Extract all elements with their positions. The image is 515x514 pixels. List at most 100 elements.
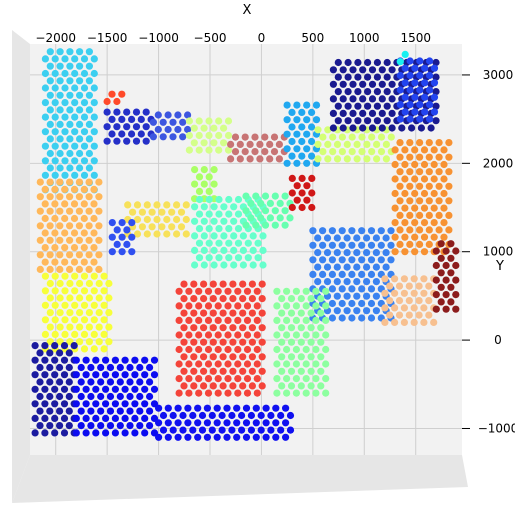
- data-point: [298, 174, 306, 182]
- data-point: [224, 287, 232, 295]
- data-point: [224, 360, 232, 368]
- data-point: [46, 279, 54, 288]
- data-point: [440, 146, 448, 154]
- data-point: [378, 80, 386, 88]
- data-point: [348, 227, 356, 235]
- data-point: [323, 249, 332, 257]
- data-point: [180, 338, 188, 346]
- data-point: [90, 157, 98, 165]
- data-point: [302, 360, 310, 368]
- data-point: [190, 324, 198, 332]
- data-point: [155, 404, 163, 412]
- data-point: [85, 120, 93, 128]
- data-point: [231, 133, 240, 141]
- data-point: [87, 363, 95, 372]
- data-point: [95, 222, 103, 230]
- data-point: [200, 246, 208, 254]
- data-point: [190, 309, 198, 317]
- data-point: [273, 389, 281, 397]
- data-point: [31, 371, 39, 379]
- data-point: [319, 148, 327, 156]
- data-point: [46, 392, 54, 401]
- data-point: [66, 62, 74, 70]
- data-point: [426, 115, 434, 123]
- data-point: [435, 139, 443, 147]
- data-point: [359, 95, 367, 103]
- data-point: [312, 302, 320, 310]
- data-point: [106, 378, 115, 386]
- data-point: [136, 407, 144, 415]
- data-point: [287, 324, 296, 332]
- data-point: [195, 117, 203, 125]
- data-point: [56, 135, 64, 143]
- data-point: [46, 120, 54, 128]
- data-point: [95, 178, 103, 186]
- data-point: [328, 314, 336, 322]
- data-point: [262, 433, 270, 441]
- data-point: [46, 106, 54, 114]
- data-point: [103, 108, 111, 116]
- data-point: [430, 108, 439, 116]
- data-point: [359, 80, 367, 88]
- data-point: [95, 279, 103, 288]
- data-point: [65, 378, 73, 386]
- data-point: [338, 241, 346, 249]
- data-point: [46, 178, 54, 186]
- data-point: [298, 108, 306, 116]
- data-point: [195, 173, 204, 181]
- data-point: [381, 275, 389, 283]
- data-point: [75, 222, 83, 230]
- data-point: [430, 233, 438, 241]
- data-point: [406, 197, 414, 205]
- data-point: [200, 353, 208, 361]
- data-point: [287, 382, 296, 390]
- data-point: [195, 195, 204, 204]
- data-point: [378, 66, 386, 74]
- data-point: [287, 353, 296, 361]
- data-point: [185, 389, 193, 397]
- data-point: [282, 419, 290, 427]
- data-point: [51, 330, 59, 338]
- data-point: [452, 247, 460, 255]
- data-point: [322, 331, 330, 339]
- data-point: [180, 367, 188, 375]
- data-point: [71, 171, 79, 179]
- data-point: [261, 221, 270, 229]
- data-point: [214, 345, 222, 354]
- data-point: [179, 426, 187, 434]
- data-point: [200, 166, 208, 174]
- data-point: [383, 73, 391, 81]
- data-point: [106, 392, 115, 401]
- data-point: [210, 261, 218, 269]
- data-point: [184, 419, 192, 427]
- data-point: [129, 208, 137, 216]
- data-point: [61, 185, 69, 193]
- data-point: [288, 174, 296, 182]
- data-point: [359, 66, 367, 74]
- data-point: [41, 99, 50, 107]
- data-point: [248, 309, 256, 317]
- data-point: [396, 58, 404, 66]
- data-point: [292, 360, 300, 368]
- data-point: [105, 323, 113, 331]
- data-point: [90, 142, 98, 150]
- data-point: [396, 211, 404, 219]
- data-point: [97, 422, 105, 430]
- data-point: [252, 192, 260, 200]
- data-point: [349, 95, 357, 103]
- data-point: [215, 117, 223, 125]
- data-point: [85, 323, 93, 331]
- data-point: [80, 113, 89, 121]
- data-point: [116, 407, 124, 415]
- data-point: [56, 407, 64, 415]
- data-point: [372, 249, 380, 257]
- data-point: [307, 338, 315, 346]
- data-point: [76, 164, 84, 172]
- data-point: [61, 244, 69, 252]
- data-point: [124, 201, 132, 209]
- data-point: [85, 338, 93, 346]
- data-point: [292, 302, 300, 310]
- data-point: [210, 232, 218, 240]
- data-point: [75, 178, 83, 186]
- data-point: [298, 189, 306, 197]
